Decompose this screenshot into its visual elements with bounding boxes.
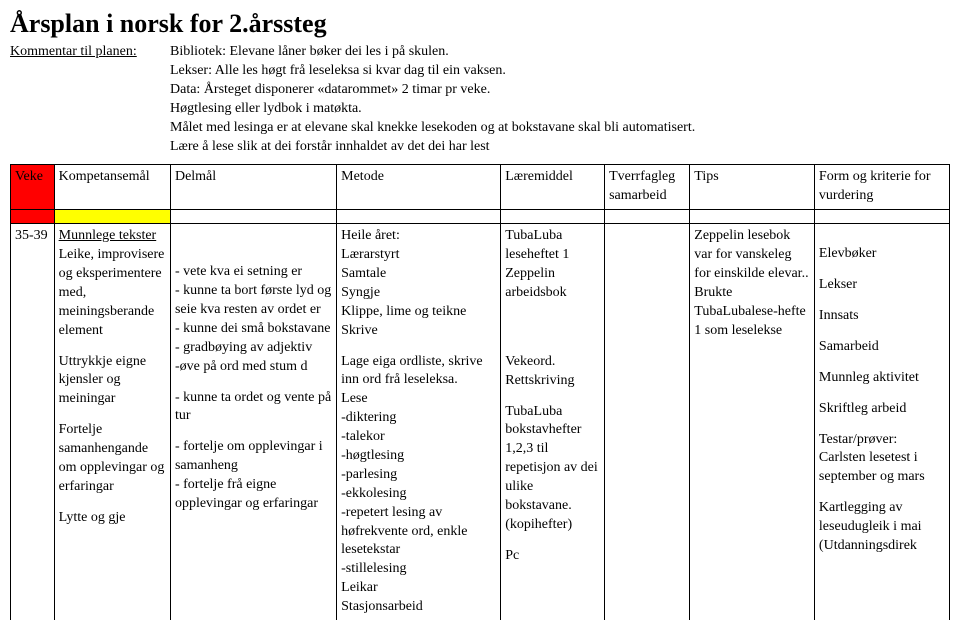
intro-line: Lekser: Alle les høgt frå leseleksa si k…	[170, 62, 950, 81]
intro-line: Høgtlesing eller lydbok i matøkta.	[170, 100, 950, 119]
col-kompetansemal: Kompetansemål	[54, 165, 170, 210]
text: Vekeord. Rettskriving	[505, 353, 600, 391]
text: Fortelje samanhengande om opplevingar og…	[59, 421, 166, 497]
intro-lines: Bibliotek: Elevane låner bøker dei les i…	[170, 43, 950, 156]
text: - vete kva ei setning er - kunne ta bort…	[175, 263, 332, 376]
col-tips: Tips	[690, 165, 815, 210]
blank-cell	[501, 210, 605, 224]
text: Kartlegging av leseudugleik i mai (Utdan…	[819, 499, 945, 556]
text: Elevbøker	[819, 245, 945, 264]
cell-veke: 35-39	[11, 224, 55, 620]
text: Samarbeid	[819, 338, 945, 357]
cell-laremiddel: TubaLuba leseheftet 1 Zeppelin arbeidsbo…	[501, 224, 605, 620]
text: Innsats	[819, 307, 945, 326]
cell-form: Elevbøker Lekser Innsats Samarbeid Munnl…	[814, 224, 949, 620]
cell-delmal: - vete kva ei setning er - kunne ta bort…	[170, 224, 336, 620]
col-tverrfagleg: Tverrfagleg samarbeid	[605, 165, 690, 210]
text: TubaLuba bokstavhefter 1,2,3 til repetis…	[505, 403, 600, 535]
blank-cell	[605, 210, 690, 224]
text: Munnleg aktivitet	[819, 369, 945, 388]
text: Testar/prøver: Carlsten lesetest i septe…	[819, 431, 945, 488]
intro-block: Kommentar til planen: Bibliotek: Elevane…	[10, 43, 950, 156]
text: - kunne ta ordet og vente på tur	[175, 389, 332, 427]
text: Skriftleg arbeid	[819, 400, 945, 419]
text: Lekser	[819, 276, 945, 295]
text: Lage eiga ordliste, skrive inn ord frå l…	[341, 353, 496, 617]
text: Leike, improvisere og eksperimentere med…	[59, 246, 166, 340]
table-header-row: Veke Kompetansemål Delmål Metode Læremid…	[11, 165, 950, 210]
blank-cell	[170, 210, 336, 224]
cell-tverrfagleg	[605, 224, 690, 620]
doc-title: Årsplan i norsk for 2.årssteg	[10, 6, 950, 41]
table-color-row	[11, 210, 950, 224]
col-laremiddel: Læremiddel	[501, 165, 605, 210]
blank-cell	[814, 210, 949, 224]
plan-table: Veke Kompetansemål Delmål Metode Læremid…	[10, 164, 950, 620]
text: Munnlege tekster	[59, 227, 166, 246]
col-metode: Metode	[337, 165, 501, 210]
intro-line: Lære å lese slik at dei forstår innhalde…	[170, 138, 950, 157]
blank-cell	[690, 210, 815, 224]
yellow-cell	[54, 210, 170, 224]
text: Heile året: Lærarstyrt Samtale Syngje Kl…	[341, 227, 496, 340]
col-veke: Veke	[11, 165, 55, 210]
intro-label: Kommentar til planen:	[10, 43, 170, 156]
table-row: 35-39 Munnlege tekster Leike, improviser…	[11, 224, 950, 620]
text: Pc	[505, 547, 600, 566]
col-delmal: Delmål	[170, 165, 336, 210]
text: Lytte og gje	[59, 509, 166, 528]
cell-tips: Zeppelin lesebok var for vanskeleg for e…	[690, 224, 815, 620]
intro-line: Data: Årsteget disponerer «datarommet» 2…	[170, 81, 950, 100]
col-form: Form og kriterie for vurdering	[814, 165, 949, 210]
text: Uttrykkje eigne kjensler og meiningar	[59, 353, 166, 410]
red-cell	[11, 210, 55, 224]
intro-line: Bibliotek: Elevane låner bøker dei les i…	[170, 43, 950, 62]
text: Zeppelin lesebok var for vanskeleg for e…	[694, 227, 810, 340]
blank-cell	[337, 210, 501, 224]
cell-metode: Heile året: Lærarstyrt Samtale Syngje Kl…	[337, 224, 501, 620]
text: TubaLuba leseheftet 1 Zeppelin arbeidsbo…	[505, 227, 600, 303]
intro-line: Målet med lesinga er at elevane skal kne…	[170, 119, 950, 138]
text: - fortelje om opplevingar i samanheng - …	[175, 438, 332, 514]
cell-kompetansemal: Munnlege tekster Leike, improvisere og e…	[54, 224, 170, 620]
